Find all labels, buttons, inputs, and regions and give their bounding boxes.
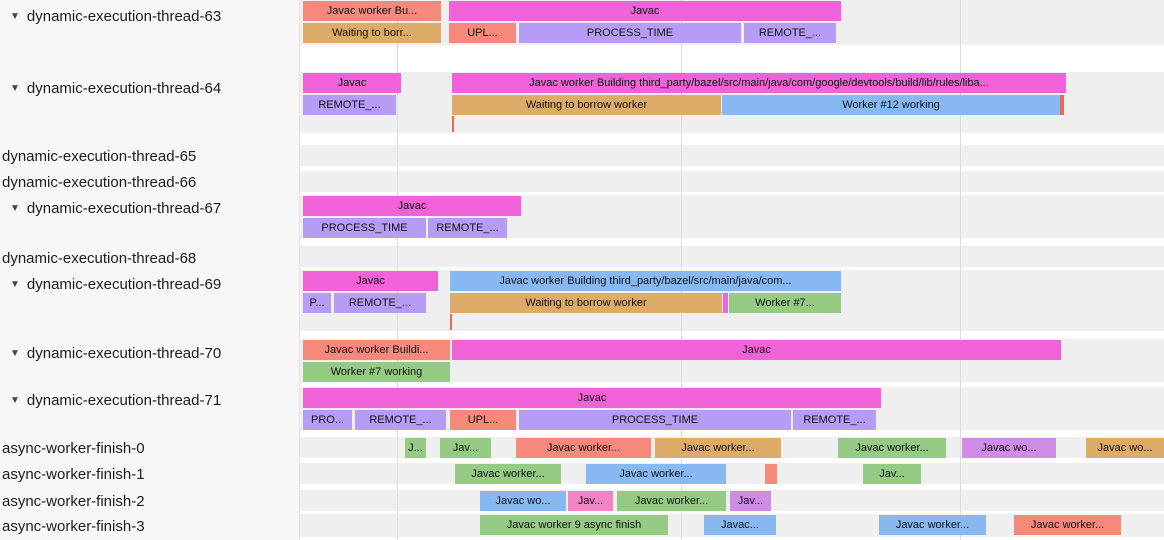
trace-slice[interactable]: Javac worker Building third_party/bazel/… <box>450 271 841 291</box>
track-label[interactable]: async-worker-finish-2 <box>0 491 145 511</box>
timeline-gridline <box>397 0 398 540</box>
trace-slice[interactable]: Javac worker 9 async finish <box>480 515 668 535</box>
track-name: async-worker-finish-1 <box>2 465 145 483</box>
track-name: dynamic-execution-thread-69 <box>26 275 222 293</box>
trace-slice[interactable]: Javac worker... <box>655 438 781 458</box>
timeline-gridline <box>681 0 682 540</box>
expander-triangle-icon[interactable]: ▼ <box>10 347 20 359</box>
trace-slice[interactable]: Jav... <box>863 464 921 484</box>
trace-slice[interactable] <box>723 293 728 313</box>
trace-slice[interactable]: P... <box>303 293 331 313</box>
track-name: dynamic-execution-thread-67 <box>26 199 222 217</box>
track-label[interactable]: dynamic-execution-thread-68 <box>0 248 196 268</box>
trace-slice[interactable]: REMOTE_... <box>744 23 836 43</box>
trace-slice[interactable]: Worker #7 working <box>303 362 450 382</box>
trace-slice[interactable]: Javac wo... <box>480 491 566 511</box>
track-name: dynamic-execution-thread-64 <box>26 79 222 97</box>
trace-slice[interactable]: Javac <box>303 388 881 408</box>
trace-slice[interactable]: Javac <box>449 1 841 21</box>
trace-slice[interactable]: REMOTE_... <box>334 293 426 313</box>
trace-slice[interactable]: PROCESS_TIME <box>303 218 426 238</box>
track-name: dynamic-execution-thread-63 <box>26 7 222 25</box>
track-name: dynamic-execution-thread-71 <box>26 391 222 409</box>
track-band <box>300 246 1164 267</box>
trace-slice[interactable]: Javac wo... <box>962 438 1056 458</box>
track-label[interactable]: dynamic-execution-thread-65 <box>0 146 196 166</box>
track-label[interactable]: ▼ dynamic-execution-thread-71 <box>0 390 221 410</box>
trace-slice[interactable]: Javac worker... <box>516 438 651 458</box>
trace-slice[interactable]: Javac <box>303 271 438 291</box>
track-label[interactable]: ▼ dynamic-execution-thread-69 <box>0 274 221 294</box>
track-name: async-worker-finish-0 <box>2 439 145 457</box>
expander-triangle-icon[interactable]: ▼ <box>10 394 20 406</box>
track-label[interactable]: ▼ dynamic-execution-thread-70 <box>0 343 221 363</box>
expander-triangle-icon[interactable]: ▼ <box>10 278 20 290</box>
trace-slice[interactable]: Javac worker... <box>586 464 726 484</box>
timeline-gridline <box>960 0 961 540</box>
track-label[interactable]: async-worker-finish-0 <box>0 438 145 458</box>
trace-slice[interactable]: Jav... <box>440 438 491 458</box>
track-name: async-worker-finish-3 <box>2 517 145 535</box>
track-name: async-worker-finish-2 <box>2 492 145 510</box>
trace-slice[interactable]: Javac worker... <box>838 438 946 458</box>
trace-slice[interactable]: Javac <box>452 340 1061 360</box>
trace-slice[interactable]: REMOTE_... <box>428 218 507 238</box>
trace-slice[interactable]: Worker #12 working <box>722 95 1060 115</box>
trace-slice[interactable]: Javac worker... <box>879 515 986 535</box>
trace-slice[interactable]: Javac worker... <box>455 464 561 484</box>
trace-slice[interactable]: Waiting to borrow worker <box>452 95 721 115</box>
track-band <box>300 463 1164 484</box>
trace-slice[interactable]: REMOTE_... <box>303 95 396 115</box>
expander-triangle-icon[interactable]: ▼ <box>10 10 20 22</box>
trace-slice[interactable] <box>1060 95 1064 115</box>
trace-slice[interactable]: PROCESS_TIME <box>519 23 741 43</box>
sidebar: ▼ dynamic-execution-thread-63 ▼ dynamic-exe… <box>0 0 300 540</box>
expander-triangle-icon[interactable]: ▼ <box>10 202 20 214</box>
track-name: dynamic-execution-thread-70 <box>26 344 222 362</box>
trace-slice[interactable]: Javac worker... <box>617 491 726 511</box>
trace-slice[interactable]: PROCESS_TIME <box>519 410 791 430</box>
trace-slice[interactable] <box>765 464 777 484</box>
track-name: dynamic-execution-thread-65 <box>2 147 197 165</box>
track-label[interactable]: dynamic-execution-thread-66 <box>0 172 196 192</box>
trace-slice[interactable]: J... <box>405 438 426 458</box>
trace-slice[interactable]: REMOTE_... <box>355 410 446 430</box>
track-label[interactable]: ▼ dynamic-execution-thread-63 <box>0 6 221 26</box>
track-label[interactable]: ▼ dynamic-execution-thread-64 <box>0 78 221 98</box>
track-label[interactable]: ▼ dynamic-execution-thread-67 <box>0 198 221 218</box>
trace-slice[interactable]: Waiting to borrow worker <box>450 293 722 313</box>
trace-slice[interactable]: Javac worker Bu... <box>303 1 441 21</box>
track-name: dynamic-execution-thread-66 <box>2 173 197 191</box>
instant-event-tick[interactable] <box>450 314 452 330</box>
track-label[interactable]: async-worker-finish-3 <box>0 516 145 536</box>
trace-slice[interactable]: Javac <box>303 196 521 216</box>
trace-slice[interactable]: Jav... <box>568 491 613 511</box>
trace-slice[interactable]: UPL... <box>450 410 516 430</box>
trace-slice[interactable]: Jav... <box>730 491 771 511</box>
trace-slice[interactable]: Javac wo... <box>1086 438 1164 458</box>
track-band <box>300 171 1164 192</box>
trace-slice[interactable]: Javac <box>303 73 401 93</box>
track-label[interactable]: async-worker-finish-1 <box>0 464 145 484</box>
instant-event-tick[interactable] <box>452 116 454 132</box>
trace-slice[interactable]: REMOTE_... <box>793 410 876 430</box>
trace-slice[interactable]: Javac worker... <box>1014 515 1121 535</box>
trace-slice[interactable]: UPL... <box>449 23 516 43</box>
trace-slice[interactable]: Waiting to borr... <box>303 23 441 43</box>
trace-slice[interactable]: Javac... <box>704 515 776 535</box>
expander-triangle-icon[interactable]: ▼ <box>10 82 20 94</box>
track-band <box>300 145 1164 166</box>
trace-slice[interactable]: Worker #7... <box>729 293 841 313</box>
trace-slice[interactable]: PRO... <box>303 410 352 430</box>
trace-slice[interactable]: Javac worker Building third_party/bazel/… <box>452 73 1066 93</box>
trace-slice[interactable]: Javac worker Buildi... <box>303 340 450 360</box>
track-name: dynamic-execution-thread-68 <box>2 249 197 267</box>
